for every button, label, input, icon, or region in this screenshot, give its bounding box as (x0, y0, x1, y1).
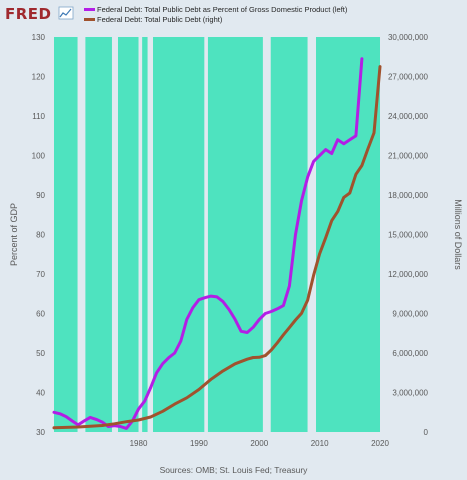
shaded-period-2 (117, 37, 139, 432)
left-y-tick-label: 60 (36, 310, 45, 319)
logo-text: FRED (5, 5, 52, 23)
legend: Federal Debt: Total Public Debt as Perce… (84, 5, 348, 24)
x-tick-label: 1980 (130, 439, 148, 448)
left-y-tick-label: 30 (36, 428, 45, 437)
x-tick-label: 2010 (311, 439, 329, 448)
shaded-period-1 (85, 37, 112, 432)
left-y-tick-label: 100 (32, 152, 46, 161)
right-y-axis: 0 3,000,000 6,000,000 9,000,000 12,000,000 15… (388, 33, 429, 437)
left-axis-title: Percent of GDP (9, 203, 19, 266)
legend-swatch-debt (84, 18, 95, 21)
left-y-tick-label: 130 (32, 33, 46, 42)
series-line-1 (52, 65, 382, 430)
right-y-tick-label: 30,000,000 (388, 33, 429, 42)
shaded-period-3 (142, 37, 148, 432)
right-y-tick-label: 9,000,000 (392, 310, 428, 319)
x-tick-label: 1990 (190, 439, 208, 448)
legend-swatch-gdp (84, 8, 95, 11)
left-y-axis: 30 40 50 60 70 80 90 100 110 120 130 (32, 33, 46, 437)
left-y-tick-label: 80 (36, 231, 45, 240)
left-y-tick-label: 50 (36, 349, 45, 358)
left-y-tick-label: 110 (32, 112, 45, 121)
shaded-period-6 (270, 37, 308, 432)
legend-label-debt: Federal Debt: Total Public Debt (right) (97, 15, 223, 24)
x-tick-label: 2020 (371, 439, 389, 448)
right-y-tick-label: 27,000,000 (388, 73, 429, 82)
left-y-tick-label: 90 (36, 191, 45, 200)
right-y-tick-label: 15,000,000 (388, 231, 429, 240)
series-lines (52, 57, 382, 430)
shaded-period-4 (153, 37, 205, 432)
x-tick-label: 2000 (250, 439, 268, 448)
right-y-tick-label: 3,000,000 (392, 389, 428, 398)
x-axis: 1980 1990 2000 2010 2020 (130, 439, 390, 448)
fred-logo[interactable]: FRED (5, 5, 74, 23)
shaded-period-5 (207, 37, 263, 432)
right-y-tick-label: 18,000,000 (388, 191, 429, 200)
left-y-tick-label: 40 (36, 389, 45, 398)
left-y-tick-label: 120 (32, 73, 46, 82)
chart-logo-icon (58, 6, 74, 20)
shaded-periods (54, 37, 380, 432)
source-note: Sources: OMB; St. Louis Fed; Treasury (160, 465, 309, 475)
shaded-period-0 (54, 37, 78, 432)
right-y-tick-label: 0 (424, 428, 429, 437)
right-y-tick-label: 21,000,000 (388, 152, 429, 161)
right-y-tick-label: 24,000,000 (388, 112, 429, 121)
legend-label-gdp: Federal Debt: Total Public Debt as Perce… (97, 5, 348, 14)
right-y-tick-label: 6,000,000 (392, 349, 428, 358)
right-axis-title: Millions of Dollars (453, 199, 463, 270)
right-y-tick-label: 12,000,000 (388, 270, 429, 279)
left-y-tick-label: 70 (36, 270, 45, 279)
